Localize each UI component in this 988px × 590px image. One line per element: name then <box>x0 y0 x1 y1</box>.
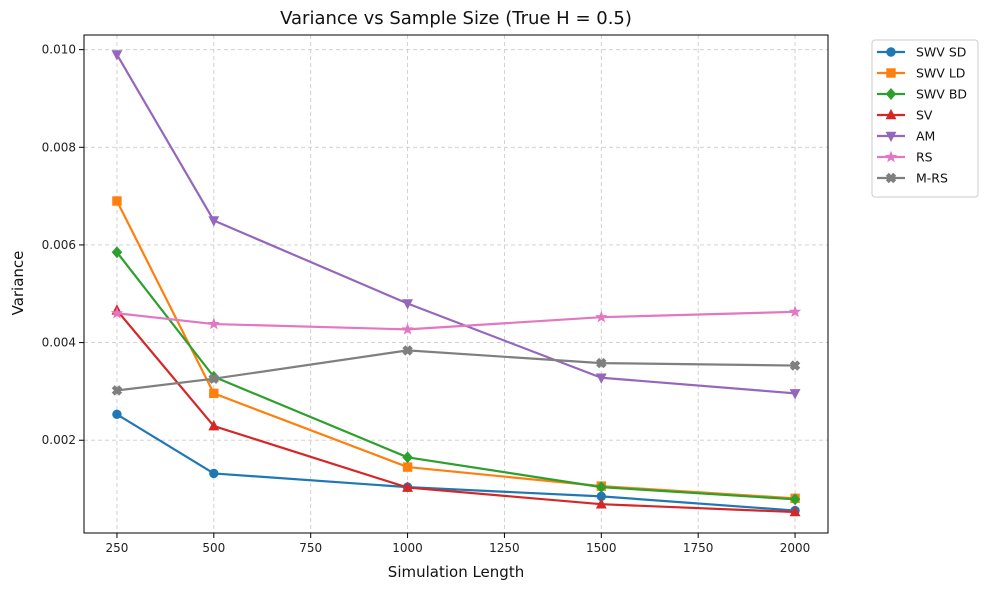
legend-entry-sv: SV <box>877 108 933 123</box>
data-point-swv-ld <box>112 196 122 206</box>
data-point-sv <box>208 419 220 431</box>
series-m-rs <box>111 345 801 396</box>
legend-marker <box>885 88 897 100</box>
series-am <box>111 50 801 400</box>
y-tick-label: 0.008 <box>42 140 76 154</box>
x-tick-label: 250 <box>105 541 128 555</box>
legend-entry-swv-sd: SWV SD <box>877 45 966 60</box>
legend-label: AM <box>916 129 935 144</box>
x-tick-label: 1750 <box>683 541 714 555</box>
x-axis-label: Simulation Length <box>388 563 524 581</box>
legend-entry-swv-bd: SWV BD <box>877 87 967 102</box>
legend-label: RS <box>916 150 933 165</box>
data-point-m-rs <box>596 357 607 369</box>
data-point-swv-ld <box>402 462 413 472</box>
y-tick-label: 0.010 <box>42 43 76 57</box>
legend-label: SWV SD <box>916 45 966 60</box>
y-tick-label: 0.006 <box>42 238 76 252</box>
data-point-am <box>402 299 413 310</box>
axis-ticks: 250 500 750 1000 1250 1500 1750 2000 0.002 0.004 0… <box>42 43 811 555</box>
chart-title: Variance vs Sample Size (True H = 0.5) <box>280 8 632 29</box>
legend-marker <box>885 172 897 184</box>
data-point-sv <box>402 481 413 492</box>
x-tick-label: 1500 <box>586 541 617 555</box>
data-point-sv <box>595 498 607 509</box>
legend-entry-m-rs: M-RS <box>877 171 948 186</box>
data-point-swv-sd <box>209 468 219 479</box>
legend-entry-swv-ld: SWV LD <box>877 66 965 81</box>
data-point-m-rs <box>789 360 801 371</box>
data-point-swv-ld <box>209 388 219 399</box>
data-point-rs <box>110 306 124 319</box>
legend-marker <box>884 150 898 163</box>
plot-frame <box>83 34 829 534</box>
series-lines <box>110 50 802 517</box>
data-point-m-rs <box>208 373 220 384</box>
data-point-rs <box>595 310 608 323</box>
data-point-rs <box>401 322 414 335</box>
legend-marker <box>885 108 897 120</box>
data-point-swv-bd <box>402 451 413 464</box>
legend-label: SWV BD <box>916 87 967 102</box>
legend-entry-rs: RS <box>877 150 933 165</box>
data-point-swv-bd <box>111 246 123 259</box>
data-point-rs <box>207 317 220 330</box>
grid <box>84 35 828 533</box>
legend: SWV SD SWV LD SWV BD SV AM RS M-RS <box>871 39 979 198</box>
x-tick-label: 2000 <box>780 541 811 555</box>
legend-entry-am: AM <box>877 129 935 144</box>
y-tick-label: 0.004 <box>42 336 76 350</box>
legend-label: SV <box>916 108 933 123</box>
legend-label: M-RS <box>916 171 948 186</box>
data-point-m-rs <box>111 385 123 396</box>
x-tick-label: 1000 <box>392 541 423 555</box>
series-rs <box>110 305 802 335</box>
legend-label: SWV LD <box>916 66 965 81</box>
data-point-am <box>208 216 220 227</box>
x-tick-label: 1250 <box>489 541 520 555</box>
data-point-rs <box>788 305 802 318</box>
x-tick-label: 750 <box>299 541 322 555</box>
y-axis-label: Variance <box>9 251 27 316</box>
y-tick-label: 0.002 <box>42 433 76 447</box>
data-point-swv-bd <box>789 493 801 506</box>
data-point-swv-sd <box>112 409 122 420</box>
legend-marker <box>886 68 896 78</box>
legend-marker <box>886 47 896 57</box>
legend-marker <box>885 131 897 143</box>
data-point-sv <box>789 505 801 517</box>
data-point-am <box>789 389 801 400</box>
data-point-am <box>595 373 607 384</box>
x-tick-label: 500 <box>202 541 225 555</box>
data-point-swv-bd <box>596 481 607 494</box>
data-point-m-rs <box>402 345 413 356</box>
data-point-am <box>111 50 123 61</box>
